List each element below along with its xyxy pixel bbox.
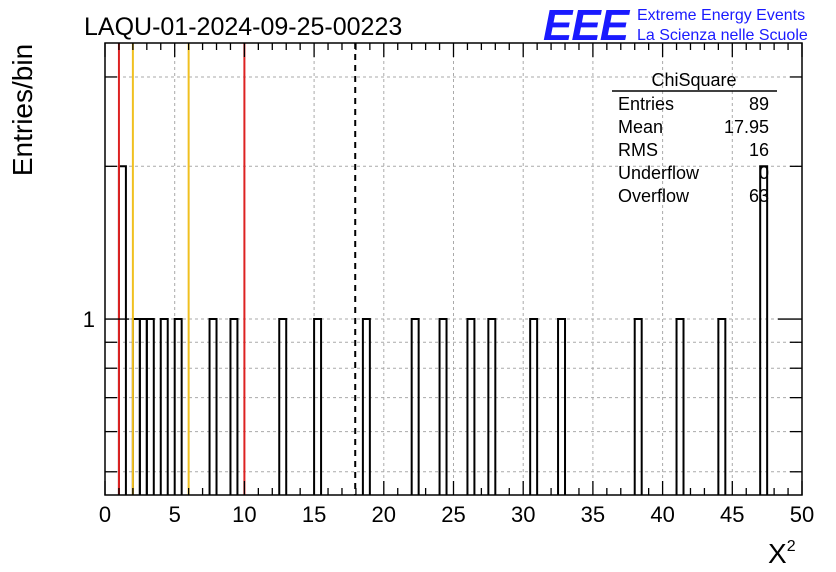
stats-value: 16 — [749, 140, 769, 160]
histogram-bar — [487, 318, 497, 495]
x-axis-label: X2 — [768, 538, 796, 569]
stats-title: ChiSquare — [651, 70, 736, 90]
histogram-bar — [159, 318, 169, 495]
histogram-bar — [759, 165, 769, 495]
eee-logo-line1: Extreme Energy Events — [637, 7, 805, 24]
x-tick-label: 40 — [650, 502, 674, 527]
histogram-bar — [131, 318, 141, 495]
histogram-bar — [117, 165, 127, 495]
stats-box: ChiSquare Entries 89 Mean 17.95 RMS 16 Underfl… — [612, 70, 777, 206]
x-tick-label: 0 — [99, 502, 111, 527]
histogram-bar — [466, 318, 476, 495]
histogram-bar — [557, 318, 567, 495]
histogram-bar — [361, 318, 371, 495]
x-tick-label: 20 — [372, 502, 396, 527]
chart-title: LAQU-01-2024-09-25-00223 — [84, 13, 402, 41]
histogram-bar — [138, 318, 148, 495]
histogram-bar — [675, 318, 685, 495]
y-tick-labels: 1 — [83, 307, 95, 332]
grid-lines — [105, 43, 802, 495]
stats-value: 63 — [749, 186, 769, 206]
histogram-bar — [633, 318, 643, 495]
stats-value: 0 — [759, 163, 769, 183]
x-tick-label: 25 — [441, 502, 465, 527]
stats-label: Overflow — [618, 186, 690, 206]
x-tick-label: 35 — [581, 502, 605, 527]
y-axis-label: Entries/bin — [7, 44, 38, 176]
histogram-bar — [438, 318, 448, 495]
histogram-bar — [208, 318, 218, 495]
histogram-bar — [278, 318, 288, 495]
histogram-bar — [145, 318, 155, 495]
stats-label: Entries — [618, 94, 674, 114]
x-tick-label: 50 — [790, 502, 814, 527]
histogram-bars — [117, 165, 769, 495]
eee-logo-mark: EEE — [543, 1, 631, 50]
x-tick-label: 30 — [511, 502, 535, 527]
x-tick-label: 10 — [232, 502, 256, 527]
x-tick-labels: 0 5 10 15 20 25 30 35 40 45 50 — [99, 502, 814, 527]
histogram-bar — [717, 318, 727, 495]
eee-logo: EEE Extreme Energy Events La Scienza nel… — [543, 1, 808, 50]
stats-label: Underflow — [618, 163, 700, 183]
stats-value: 89 — [749, 94, 769, 114]
stats-label: Mean — [618, 117, 663, 137]
axis-ticks — [104, 43, 803, 495]
x-tick-label: 5 — [169, 502, 181, 527]
x-tick-label: 45 — [720, 502, 744, 527]
reference-lines — [117, 43, 357, 495]
histogram-bar — [410, 318, 420, 495]
histogram-bar — [229, 318, 239, 495]
stats-label: RMS — [618, 140, 658, 160]
histogram-bar — [313, 318, 323, 495]
histogram-bar — [529, 318, 539, 495]
x-tick-label: 15 — [302, 502, 326, 527]
histogram-bar — [173, 318, 183, 495]
eee-logo-line2: La Scienza nelle Scuole — [637, 27, 808, 44]
y-tick-label: 1 — [83, 307, 95, 332]
stats-value: 17.95 — [724, 117, 769, 137]
